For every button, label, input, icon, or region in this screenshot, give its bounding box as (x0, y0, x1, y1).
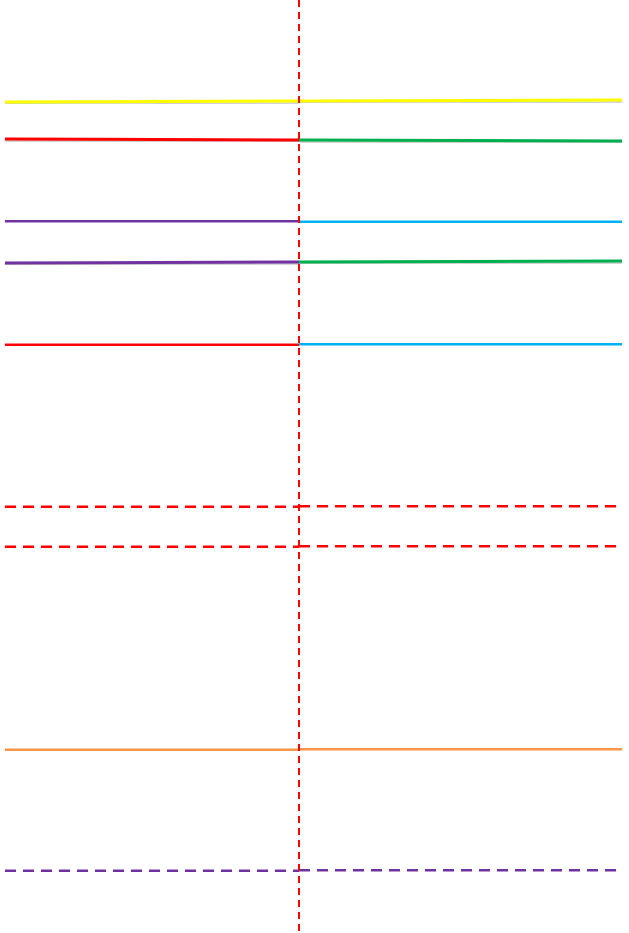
line-3-left-segment (4, 219, 300, 223)
line-12-left-segment (4, 748, 300, 752)
line-8-left-segment (4, 505, 300, 509)
line-5-right-segment (298, 342, 623, 346)
line-4-left-segment (4, 260, 300, 265)
line-15-right-segment (298, 868, 621, 872)
line-5-left-segment (4, 343, 300, 347)
line-8-right-segment (298, 504, 621, 508)
line-15-left-segment (4, 869, 300, 873)
line-9-right-segment (298, 544, 621, 548)
line-2-left-segment (4, 137, 300, 142)
line-2-right-segment (298, 138, 623, 143)
line-3-right-segment (298, 220, 623, 224)
line-1-left-segment (4, 99, 300, 104)
line-9-left-segment (4, 545, 300, 549)
line-12-right-segment (298, 747, 623, 751)
line-1-right-segment (298, 98, 623, 103)
line-4-right-segment (298, 259, 623, 264)
